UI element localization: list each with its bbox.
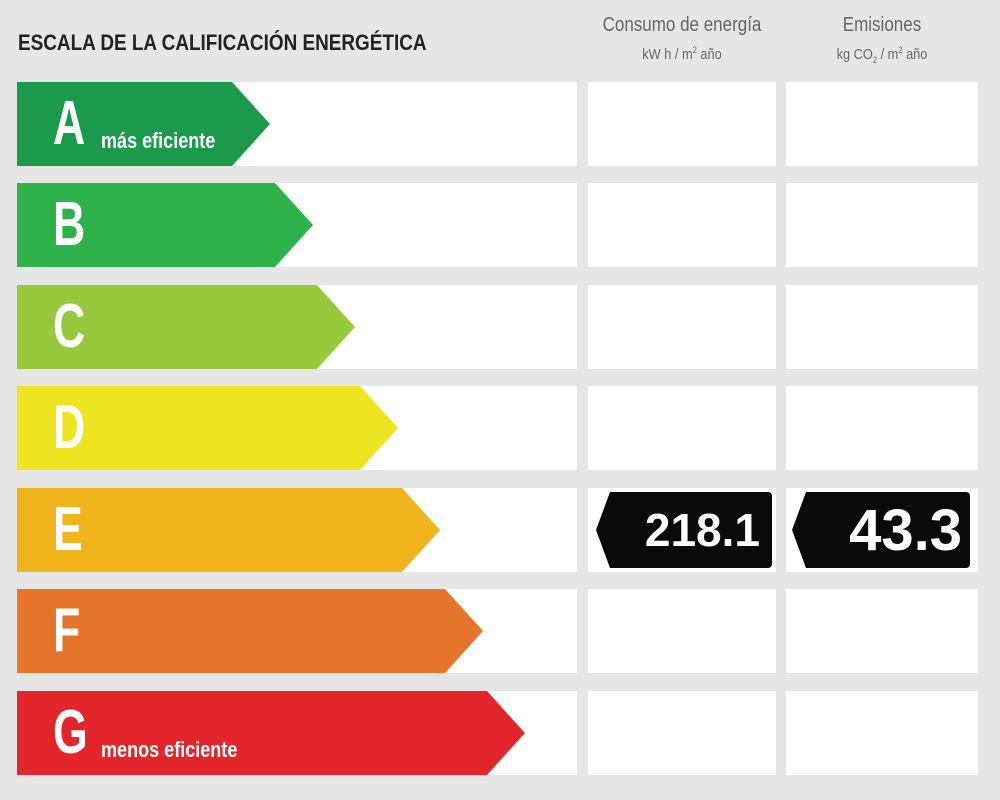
emisiones-unit-suffix: año — [902, 46, 928, 63]
consumo-cell — [588, 285, 776, 369]
rating-sublabel: más eficiente — [101, 128, 216, 153]
emisiones-title: Emisiones — [842, 14, 922, 36]
rating-letter: G — [53, 698, 88, 767]
consumo-header: Consumo de energía kW h / m2 año — [588, 14, 776, 63]
consumo-cell — [588, 82, 776, 166]
emisiones-unit-a: kg CO — [836, 46, 873, 63]
rating-arrow-g: G menos eficiente — [17, 691, 525, 775]
consumo-unit-sup: 2 — [692, 45, 697, 55]
consumo-unit-suffix: año — [696, 46, 722, 63]
rating-letter: E — [53, 495, 83, 564]
rating-letter: C — [53, 292, 86, 361]
rating-row-f: F — [0, 589, 1000, 673]
emisiones-unit-sub: 2 — [872, 55, 878, 65]
emisiones-cell — [786, 589, 978, 673]
rating-arrow-c: C — [17, 285, 355, 369]
emisiones-cell — [786, 386, 978, 470]
emisiones-unit: kg CO2 / m2 año — [800, 45, 963, 65]
rating-row-a: A más eficiente — [0, 82, 1000, 166]
emisiones-value-badge: 43.3 — [792, 492, 970, 568]
emisiones-cell — [786, 285, 978, 369]
rating-letter: D — [53, 393, 86, 462]
consumo-unit: kW h / m2 año — [602, 45, 762, 63]
consumo-value-badge: 218.1 — [596, 492, 772, 568]
consumo-title: Consumo de energía — [602, 14, 762, 36]
rating-row-c: C — [0, 285, 1000, 369]
rating-arrow-b: B — [17, 183, 313, 267]
rating-letter: A — [53, 89, 86, 158]
consumo-cell — [588, 183, 776, 267]
rating-letter: F — [53, 596, 81, 665]
rating-letter: B — [53, 190, 86, 259]
rating-arrow-e: E — [17, 488, 440, 572]
rating-row-e: E 218.1 43.3 — [0, 488, 1000, 572]
emisiones-unit-sup: 2 — [898, 45, 903, 55]
rating-sublabel: menos eficiente — [101, 737, 238, 762]
consumo-unit-prefix: kW h / m — [642, 46, 693, 63]
rating-row-b: B — [0, 183, 1000, 267]
emisiones-cell — [786, 691, 978, 775]
rating-arrow-f: F — [17, 589, 483, 673]
page-title: ESCALA DE LA CALIFICACIÓN ENERGÉTICA — [18, 30, 427, 55]
rating-row-d: D — [0, 386, 1000, 470]
consumo-cell — [588, 386, 776, 470]
emisiones-cell — [786, 82, 978, 166]
emisiones-header: Emisiones kg CO2 / m2 año — [786, 14, 978, 65]
rating-row-g: G menos eficiente — [0, 691, 1000, 775]
rating-arrow-a: A más eficiente — [17, 82, 270, 166]
emisiones-cell — [786, 183, 978, 267]
consumo-cell — [588, 691, 776, 775]
emisiones-unit-b: / m — [877, 46, 899, 63]
consumo-cell — [588, 589, 776, 673]
rating-arrow-d: D — [17, 386, 398, 470]
